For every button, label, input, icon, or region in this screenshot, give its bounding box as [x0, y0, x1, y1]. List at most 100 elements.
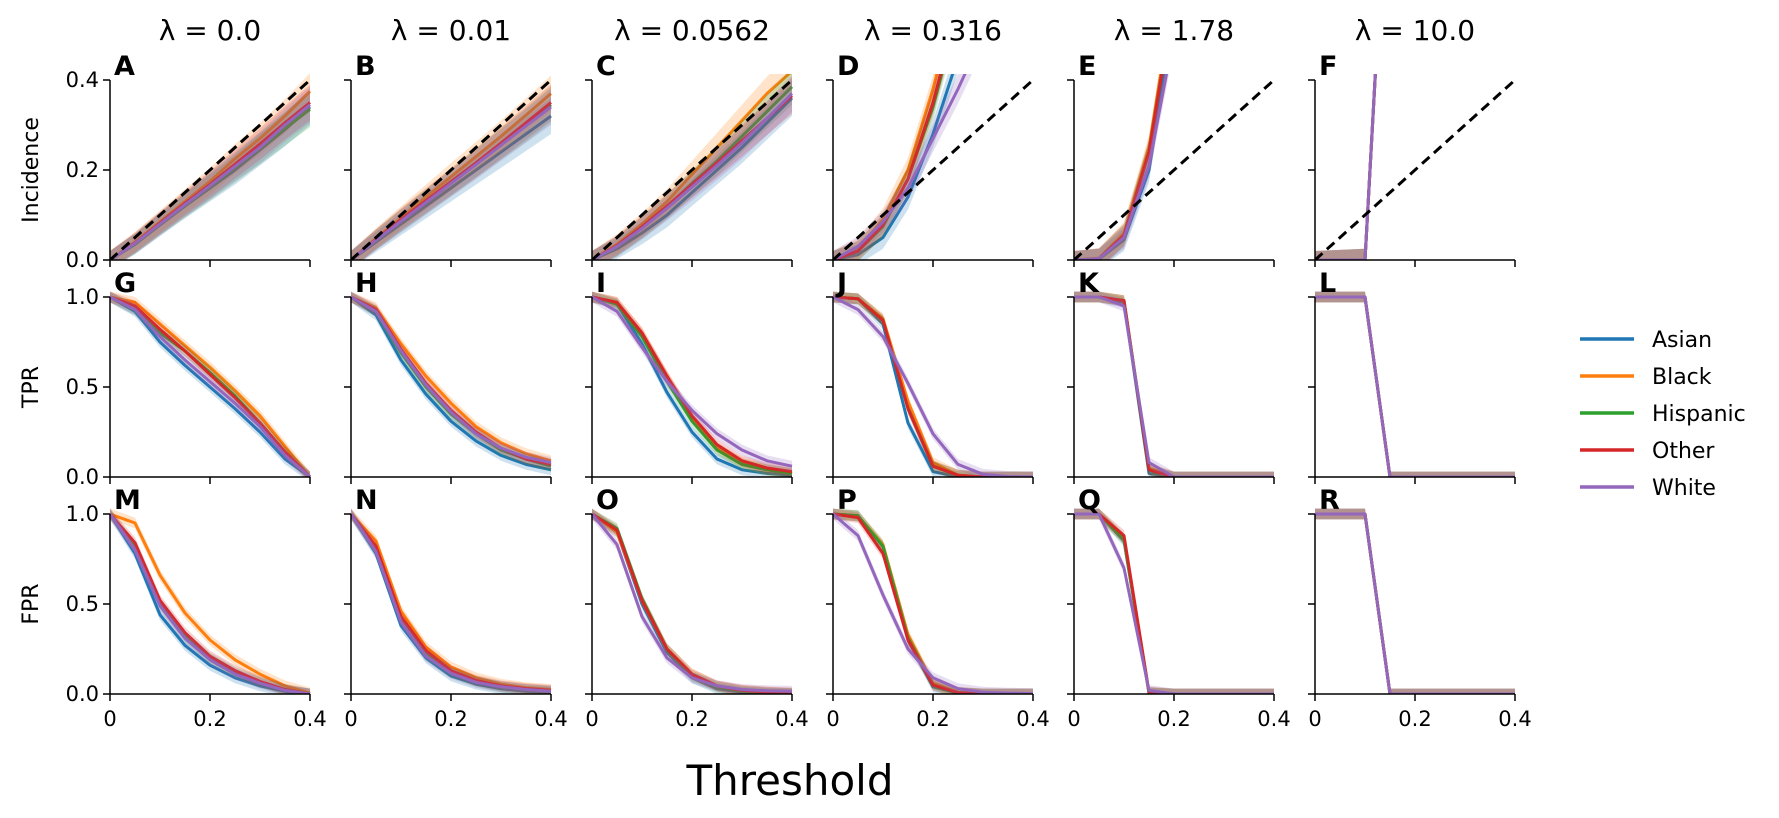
identity-reference-line — [592, 78, 794, 260]
x-tick-label: 0.2 — [916, 707, 949, 731]
x-tick-label: 0.4 — [534, 707, 567, 731]
column-title-4: λ = 0.316 — [864, 14, 1002, 47]
plot-area — [110, 291, 312, 477]
plot-area — [110, 74, 312, 260]
panel-letter: I — [596, 268, 606, 299]
series-line-other — [1315, 512, 1515, 694]
x-tick-label: 0 — [1067, 707, 1080, 731]
band-hispanic — [110, 91, 310, 260]
series-line-white — [833, 295, 1034, 477]
legend-item-black: Black — [1580, 365, 1712, 390]
identity-reference-line — [351, 78, 553, 260]
x-tick-label: 0.2 — [193, 707, 226, 731]
series-line-white — [592, 295, 793, 468]
series-line-white — [351, 105, 552, 260]
panel-p: 0 0.2 0.4 P — [826, 485, 1050, 731]
band-white — [833, 74, 973, 260]
legend-label: White — [1652, 476, 1716, 501]
band-asian — [1315, 508, 1515, 694]
x-axis-label: Threshold — [686, 756, 894, 805]
panel-f: F — [1308, 51, 1517, 267]
band-white — [833, 508, 1033, 694]
series-line-black — [110, 295, 312, 477]
series-line-black — [1074, 295, 1274, 477]
panel-m: 0.0 0.5 1.0 0 0.2 0.4 M — [66, 485, 327, 731]
panel-letter: D — [837, 51, 859, 82]
band-other — [592, 77, 792, 260]
x-tick-label: 0.2 — [675, 707, 708, 731]
panel-letter: P — [837, 485, 857, 516]
plot-area — [1074, 291, 1274, 477]
column-title-3: λ = 0.0562 — [614, 14, 770, 47]
band-hispanic — [1315, 291, 1515, 477]
legend-label: Black — [1652, 365, 1712, 390]
series-line-asian — [1074, 512, 1274, 694]
series-line-hispanic — [1074, 295, 1274, 477]
series-line-black — [110, 512, 311, 694]
plot-area — [351, 508, 552, 694]
x-tick-label: 0 — [1308, 707, 1321, 731]
panel-b: B — [344, 51, 553, 267]
y-tick-label: 0.4 — [66, 68, 99, 92]
plot-area — [1074, 74, 1276, 260]
series-line-black — [833, 512, 1033, 694]
panel-e: E — [1067, 51, 1276, 267]
plot-area — [592, 74, 794, 260]
series-line-hispanic — [833, 295, 1033, 477]
legend-item-white: White — [1580, 476, 1716, 501]
band-black — [833, 74, 941, 260]
legend-item-asian: Asian — [1580, 328, 1712, 353]
plot-area — [592, 508, 793, 694]
panel-r: 0 0.2 0.4 R — [1308, 485, 1532, 731]
column-title-1: λ = 0.0 — [159, 14, 261, 47]
row-label-fpr: FPR — [19, 583, 44, 624]
x-tick-label: 0 — [826, 707, 839, 731]
series-line-asian — [833, 74, 955, 260]
band-other — [833, 74, 945, 260]
x-tick-label: 0.2 — [1398, 707, 1431, 731]
band-white — [1074, 291, 1274, 477]
series-line-other — [1074, 295, 1274, 477]
series-line-white — [1315, 295, 1515, 477]
series-line-white — [1074, 74, 1169, 260]
x-tick-label: 0.4 — [1016, 707, 1049, 731]
plot-area — [1315, 291, 1515, 477]
x-tick-label: 0.4 — [1498, 707, 1531, 731]
band-white — [351, 89, 551, 260]
series-line-black — [1074, 512, 1274, 694]
band-white — [110, 291, 310, 477]
plot-area — [1074, 508, 1274, 694]
band-black — [1074, 291, 1274, 477]
legend-item-hispanic: Hispanic — [1580, 402, 1746, 427]
series-line-white — [110, 513, 311, 694]
plot-area — [351, 75, 553, 260]
series-line-other — [592, 295, 793, 474]
series-line-black — [351, 295, 552, 463]
band-hispanic — [592, 74, 792, 260]
panel-letter: B — [355, 51, 376, 82]
band-asian — [1074, 291, 1274, 477]
legend: Asian Black Hispanic Other White — [1580, 328, 1746, 501]
y-tick-label: 0.2 — [66, 158, 99, 182]
plot-area — [351, 291, 552, 476]
band-asian — [110, 89, 310, 260]
series-line-white — [1074, 512, 1274, 694]
band-black — [1074, 508, 1274, 694]
plot-area — [110, 508, 311, 694]
column-title-5: λ = 1.78 — [1114, 14, 1234, 47]
panel-letter: L — [1319, 268, 1336, 299]
legend-label: Other — [1652, 439, 1715, 464]
band-asian — [592, 80, 792, 260]
series-line-asian — [592, 96, 794, 260]
band-black — [1315, 291, 1515, 477]
identity-reference-line — [1315, 78, 1517, 260]
band-hispanic — [1074, 291, 1274, 477]
y-tick-label: 0.0 — [66, 465, 99, 489]
band-white — [833, 291, 1033, 477]
x-tick-label: 0 — [585, 707, 598, 731]
band-black — [1315, 508, 1515, 694]
x-tick-label: 0.2 — [434, 707, 467, 731]
series-line-hispanic — [1315, 512, 1515, 694]
series-line-white — [833, 512, 1034, 694]
